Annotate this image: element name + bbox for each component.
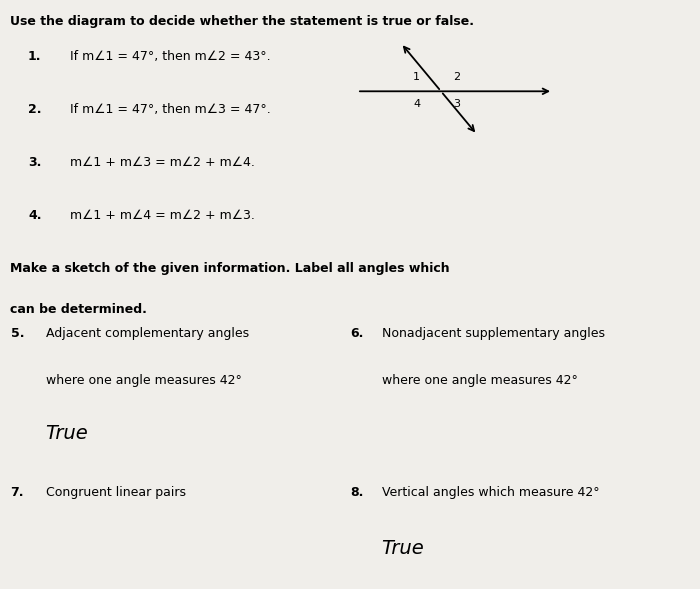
Text: 2: 2 [453, 72, 460, 81]
Text: 5.: 5. [10, 327, 24, 340]
Text: If m∠1 = 47°, then m∠3 = 47°.: If m∠1 = 47°, then m∠3 = 47°. [70, 103, 271, 116]
Text: where one angle measures 42°: where one angle measures 42° [46, 374, 241, 387]
Text: 6.: 6. [350, 327, 363, 340]
Text: m∠1 + m∠4 = m∠2 + m∠3.: m∠1 + m∠4 = m∠2 + m∠3. [70, 209, 255, 222]
Text: True: True [382, 539, 424, 558]
Text: m∠1 + m∠3 = m∠2 + m∠4.: m∠1 + m∠3 = m∠2 + m∠4. [70, 156, 255, 169]
Text: can be determined.: can be determined. [10, 303, 148, 316]
Text: Vertical angles which measure 42°: Vertical angles which measure 42° [382, 486, 599, 499]
Text: Nonadjacent supplementary angles: Nonadjacent supplementary angles [382, 327, 605, 340]
Text: True: True [46, 424, 88, 443]
Text: 7.: 7. [10, 486, 24, 499]
Text: Make a sketch of the given information. Label all angles which: Make a sketch of the given information. … [10, 262, 450, 275]
Text: 3.: 3. [28, 156, 41, 169]
Text: 4: 4 [413, 100, 420, 109]
Text: 3: 3 [453, 100, 460, 109]
Text: 1: 1 [413, 72, 420, 81]
Text: Congruent linear pairs: Congruent linear pairs [46, 486, 186, 499]
Text: If m∠1 = 47°, then m∠2 = 43°.: If m∠1 = 47°, then m∠2 = 43°. [70, 50, 271, 63]
Text: 1.: 1. [28, 50, 41, 63]
Text: 4.: 4. [28, 209, 41, 222]
Text: 2.: 2. [28, 103, 41, 116]
Text: Adjacent complementary angles: Adjacent complementary angles [46, 327, 248, 340]
Text: Use the diagram to decide whether the statement is true or false.: Use the diagram to decide whether the st… [10, 15, 475, 28]
Text: where one angle measures 42°: where one angle measures 42° [382, 374, 578, 387]
Text: 8.: 8. [350, 486, 363, 499]
